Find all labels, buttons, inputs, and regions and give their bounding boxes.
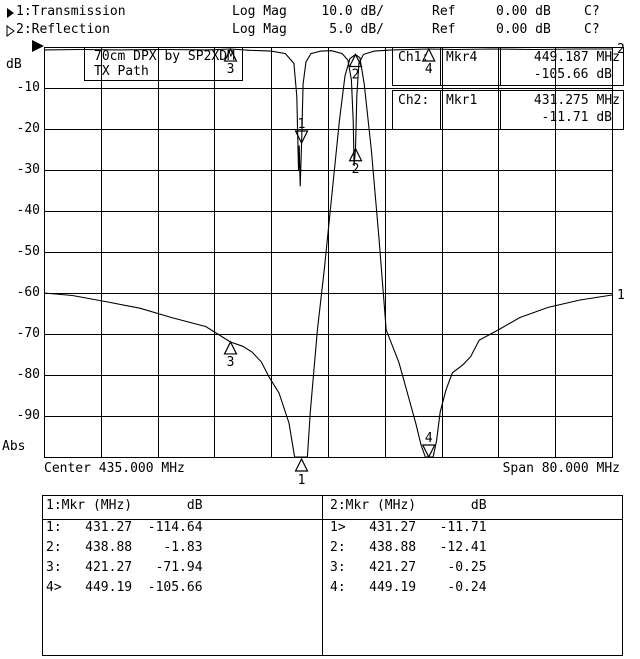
ch2-marker-2-number: 2 — [352, 162, 360, 177]
ch1-marker-3-icon — [223, 340, 238, 355]
trace-subtitle: TX Path — [94, 64, 149, 79]
ch1-marker-2-icon — [348, 53, 363, 68]
title-box — [84, 47, 243, 81]
marker-table1-row: 4> 449.19 -105.66 — [46, 580, 203, 595]
x-axis-span-label: Span 80.000 MHz — [502, 461, 620, 476]
ch1-marker-1-icon — [294, 457, 309, 472]
ch2-marker-4-icon — [421, 47, 436, 62]
readout2-frequency: 431.275 MHz — [533, 93, 620, 108]
readout1-channel: Ch1: — [398, 50, 430, 65]
ch1-marker-4-active-icon — [421, 444, 436, 459]
y-tick-label: -50 — [16, 244, 40, 259]
readout1-level: -105.66 dB — [533, 67, 612, 82]
marker-table2-row: 4: 449.19 -0.24 — [330, 580, 487, 595]
channel1-format: Log Mag — [232, 4, 287, 19]
ch1-marker-2-number: 2 — [352, 68, 360, 83]
y-tick-label: -70 — [16, 326, 40, 341]
active-channel-pointer-icon — [32, 40, 44, 52]
y-axis-bottom-label: Abs — [2, 439, 26, 454]
ch2-marker-1-active-icon — [294, 130, 309, 145]
channel2-cal-status: C? — [584, 22, 600, 37]
marker-table1-header: 1:Mkr (MHz) dB — [46, 498, 203, 513]
channel1-cal-status: C? — [584, 4, 600, 19]
marker-table2-row: 2: 438.88 -12.41 — [330, 540, 487, 555]
y-tick-label: -20 — [16, 121, 40, 136]
channel1-active-indicator-icon — [7, 8, 14, 18]
ch1-marker-3-number: 3 — [227, 355, 235, 370]
marker-table2-row: 1> 431.27 -11.71 — [330, 520, 487, 535]
trace-title: 70cm DPX by SP2XDM — [94, 49, 235, 64]
trace-1-transmission — [43, 53, 613, 458]
trace-id-label-1: 1 — [617, 288, 625, 303]
readout2-box — [392, 90, 624, 130]
ch1-marker-4-active-number: 4 — [425, 431, 433, 446]
ch2-marker-1-active-number: 1 — [298, 117, 306, 132]
channel2-ref-value: 0.00 dB — [496, 22, 551, 37]
channel1-ref-value: 0.00 dB — [496, 4, 551, 19]
readout2-level: -11.71 dB — [541, 110, 612, 125]
y-tick-label: -90 — [16, 408, 40, 423]
readout1-frequency: 449.187 MHz — [533, 50, 620, 65]
y-axis-unit-label: dB — [6, 57, 22, 72]
channel2-scale: 5.0 dB/ — [329, 22, 384, 37]
ch2-marker-2-icon — [348, 147, 363, 162]
marker-table2-header: 2:Mkr (MHz) dB — [330, 498, 487, 513]
y-tick-label: -40 — [16, 203, 40, 218]
y-tick-label: -80 — [16, 367, 40, 382]
ch2-marker-3-number: 3 — [227, 62, 235, 77]
channel2-ref-label: Ref — [432, 22, 456, 37]
trace-2-reflection — [43, 48, 612, 187]
readout2-channel: Ch2: — [398, 93, 430, 108]
channel1-label: 1:Transmission — [16, 4, 126, 19]
readout1-box — [392, 47, 624, 86]
y-tick-label: -10 — [16, 80, 40, 95]
y-tick-label: -60 — [16, 285, 40, 300]
marker-table1-row: 1: 431.27 -114.64 — [46, 520, 203, 535]
channel2-label: 2:Reflection — [16, 22, 110, 37]
marker-table2-row: 3: 421.27 -0.25 — [330, 560, 487, 575]
marker-table1-row: 3: 421.27 -71.94 — [46, 560, 203, 575]
ch1-marker-1-number: 1 — [298, 473, 306, 488]
marker-table1-row: 2: 438.88 -1.83 — [46, 540, 203, 555]
channel2-inactive-indicator-icon — [6, 25, 15, 37]
x-axis-center-label: Center 435.000 MHz — [44, 461, 185, 476]
channel2-format: Log Mag — [232, 22, 287, 37]
trace-id-label-2: 2 — [617, 42, 625, 57]
readout2-marker: Mkr1 — [446, 93, 478, 108]
ch2-marker-3-icon — [223, 47, 238, 62]
readout1-marker: Mkr4 — [446, 50, 478, 65]
channel1-ref-label: Ref — [432, 4, 456, 19]
channel1-scale: 10.0 dB/ — [321, 4, 384, 19]
ch2-marker-4-number: 4 — [425, 62, 433, 77]
marker-table-box — [42, 495, 623, 656]
y-tick-label: -30 — [16, 162, 40, 177]
